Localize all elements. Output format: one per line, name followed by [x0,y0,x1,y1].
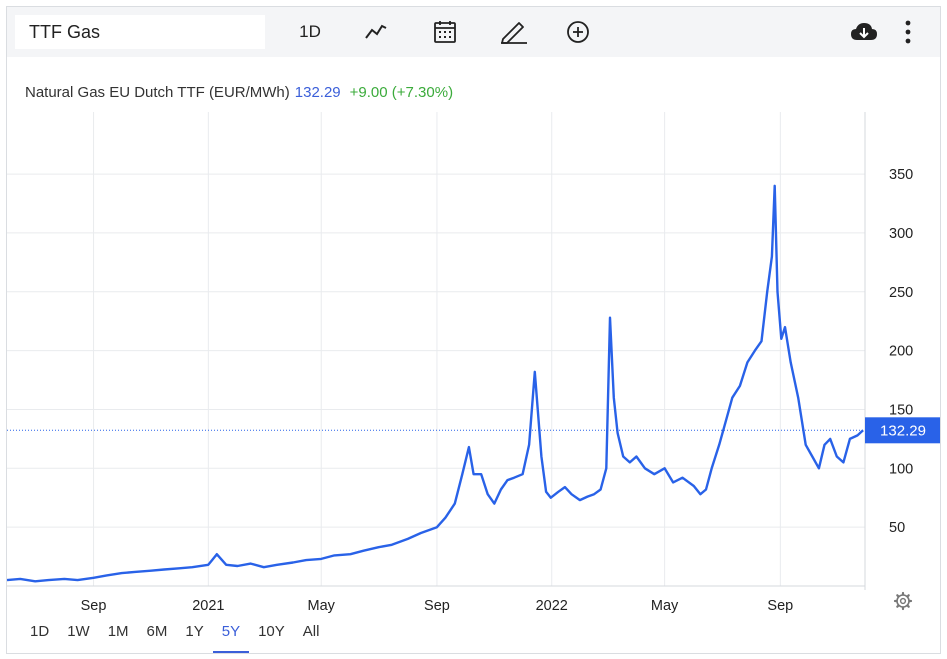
y-tick-label: 50 [889,520,905,536]
more-vertical-icon[interactable] [900,19,916,45]
series-line-layer [7,184,865,583]
price-tag-box [865,417,940,444]
grid [7,112,866,590]
chart-area[interactable]: Natural Gas EU Dutch TTF (EUR/MWh) 132.2… [7,57,940,617]
settings-gear-icon[interactable] [893,591,913,611]
period-1d[interactable]: 1D [30,623,50,640]
toolbar: TTF Gas 1D [7,7,940,57]
period-5y[interactable]: 5Y [212,613,250,653]
y-tick-label: 200 [889,344,913,360]
x-tick-label: 2022 [536,598,568,614]
symbol-search-input[interactable]: TTF Gas [15,15,265,49]
period-all[interactable]: All [302,623,320,640]
period-1w[interactable]: 1W [67,623,90,640]
header-price: 132.29 [295,84,341,101]
x-tick-label: 2021 [192,598,224,614]
header-change: +9.00 (+7.30%) [350,84,453,101]
calendar-icon[interactable] [432,19,458,45]
x-tick-label: May [651,598,679,614]
period-1y[interactable]: 1Y [185,623,204,640]
interval-button[interactable]: 1D [299,22,321,41]
pencil-icon[interactable] [499,19,529,45]
period-6m[interactable]: 6M [146,623,168,640]
y-tick-label: 350 [889,167,913,183]
price-tag-label: 132.29 [880,422,926,439]
cloud-download-icon[interactable] [850,19,878,45]
x-tick-label: Sep [81,598,107,614]
y-tick-label: 250 [889,285,913,301]
y-tick-label: 300 [889,226,913,242]
series-line [7,184,864,583]
x-tick-label: Sep [767,598,793,614]
x-tick-label: May [308,598,336,614]
y-tick-label: 150 [889,402,913,418]
period-selector: 1D 1W 1M 6M 1Y 5Y 10Y All [7,613,328,653]
period-1m[interactable]: 1M [107,623,129,640]
plus-circle-icon[interactable] [565,19,591,45]
chart-title: Natural Gas EU Dutch TTF (EUR/MWh) [25,84,290,101]
x-tick-label: Sep [424,598,450,614]
line-chart-icon[interactable] [363,19,389,45]
price-chart[interactable]: Natural Gas EU Dutch TTF (EUR/MWh) 132.2… [7,57,941,617]
y-axis: 50 100 150 200 250 300 350 [889,167,913,536]
price-tag: 132.29 [865,417,940,444]
period-10y[interactable]: 10Y [258,623,285,640]
x-axis: Sep 2021 May Sep 2022 May Sep [81,598,794,614]
y-tick-label: 100 [889,461,913,477]
chart-widget: TTF Gas 1D Natural Gas EU Dutch TTF (EUR… [6,6,941,654]
